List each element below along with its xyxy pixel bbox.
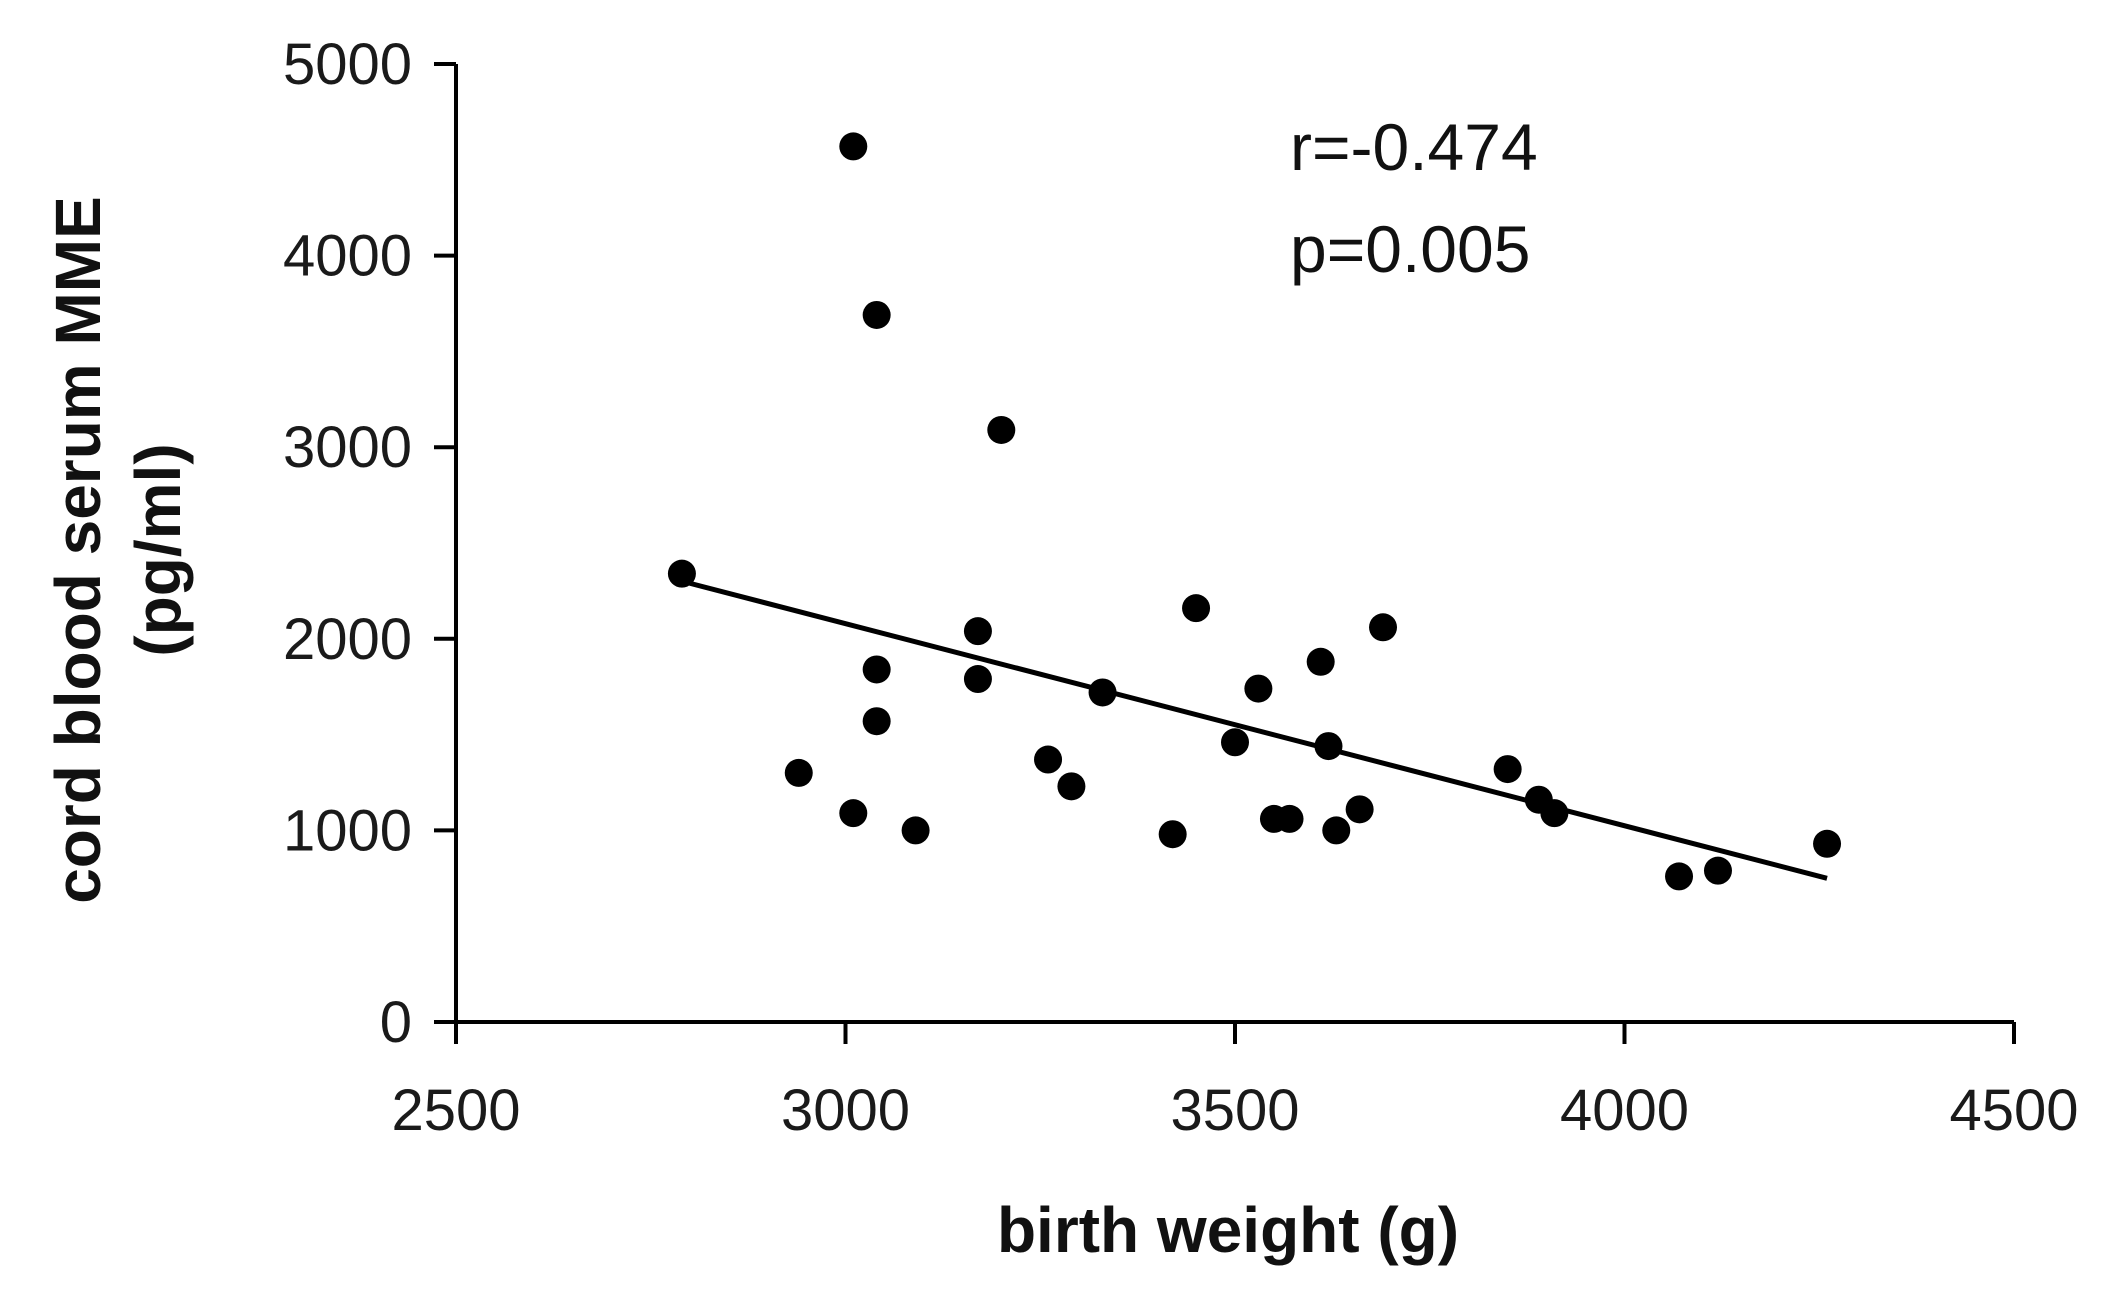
data-point	[862, 300, 891, 329]
data-point	[1182, 594, 1211, 623]
data-point	[1221, 728, 1249, 757]
x-tick-label: 4500	[1949, 1078, 2078, 1143]
data-point	[862, 707, 891, 736]
y-axis-title: cord blood serum MME (pg/ml)	[42, 196, 194, 904]
y-tick-label: 1000	[283, 798, 412, 863]
x-axis-title: birth weight (g)	[997, 1194, 1459, 1266]
data-point	[1665, 862, 1694, 891]
y-axis-title-line2: (pg/ml)	[122, 443, 194, 656]
data-point	[784, 758, 813, 787]
data-point	[901, 816, 930, 845]
x-tick-label: 4000	[1560, 1078, 1689, 1143]
y-axis-title-line1: cord blood serum MME	[42, 196, 114, 904]
data-point	[1369, 613, 1398, 642]
data-point	[1158, 820, 1187, 849]
y-tick-label: 3000	[283, 415, 412, 480]
data-point	[963, 665, 992, 694]
data-point	[862, 655, 891, 684]
data-point	[1703, 856, 1732, 885]
data-point	[839, 132, 868, 161]
x-tick-label: 3000	[781, 1078, 910, 1143]
data-point	[667, 559, 696, 588]
data-point	[1322, 816, 1351, 845]
data-point	[1493, 755, 1522, 784]
r-value-label: r=-0.474	[1290, 110, 1538, 184]
y-tick-label: 2000	[283, 607, 412, 672]
data-point	[1813, 829, 1842, 858]
y-tick-label: 0	[380, 990, 412, 1055]
y-tick-label: 4000	[283, 224, 412, 289]
axes	[434, 62, 2016, 1044]
p-value-label: p=0.005	[1290, 212, 1530, 286]
data-point	[1244, 674, 1273, 703]
y-tick-label: 5000	[283, 32, 412, 97]
data-point	[839, 799, 868, 828]
data-point	[987, 415, 1016, 444]
data-point	[1034, 745, 1063, 774]
x-tick-label: 2500	[391, 1078, 520, 1143]
data-points	[667, 132, 1842, 891]
data-point	[1345, 795, 1374, 824]
data-point	[1306, 647, 1335, 676]
x-tick-label: 3500	[1170, 1078, 1299, 1143]
tick-labels: 0 1000 2000 3000 4000 5000 2500 3000 3500 4000 450…	[283, 32, 2079, 1143]
data-point	[963, 617, 992, 646]
data-point	[1275, 804, 1304, 833]
trendline	[689, 580, 1828, 881]
trendline-group	[689, 580, 1828, 881]
data-point	[1057, 772, 1086, 801]
